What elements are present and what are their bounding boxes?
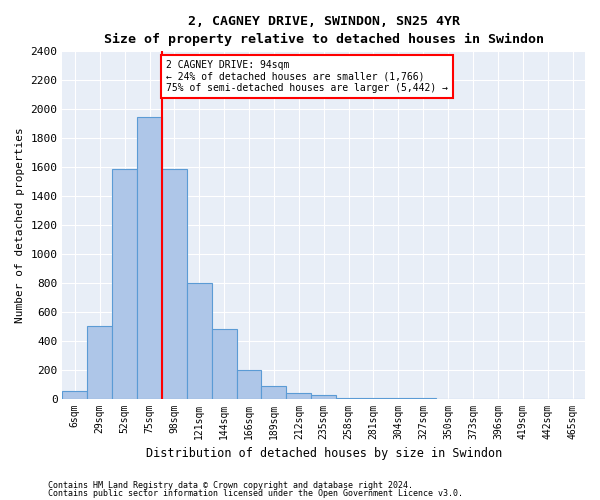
Bar: [286, 394, 311, 398]
Y-axis label: Number of detached properties: Number of detached properties: [15, 127, 25, 323]
Text: 2 CAGNEY DRIVE: 94sqm
← 24% of detached houses are smaller (1,766)
75% of semi-d: 2 CAGNEY DRIVE: 94sqm ← 24% of detached …: [166, 60, 448, 94]
Bar: [236, 370, 262, 398]
Bar: [212, 329, 236, 398]
Text: Contains public sector information licensed under the Open Government Licence v3: Contains public sector information licen…: [48, 489, 463, 498]
Bar: [137, 116, 162, 398]
Bar: [162, 168, 187, 398]
Bar: [262, 386, 286, 398]
Bar: [62, 390, 88, 398]
X-axis label: Distribution of detached houses by size in Swindon: Distribution of detached houses by size …: [146, 447, 502, 460]
Bar: [112, 170, 137, 398]
Bar: [88, 326, 112, 398]
Bar: [187, 283, 212, 399]
Text: Contains HM Land Registry data © Crown copyright and database right 2024.: Contains HM Land Registry data © Crown c…: [48, 480, 413, 490]
Title: 2, CAGNEY DRIVE, SWINDON, SN25 4YR
Size of property relative to detached houses : 2, CAGNEY DRIVE, SWINDON, SN25 4YR Size …: [104, 15, 544, 46]
Bar: [311, 394, 336, 398]
